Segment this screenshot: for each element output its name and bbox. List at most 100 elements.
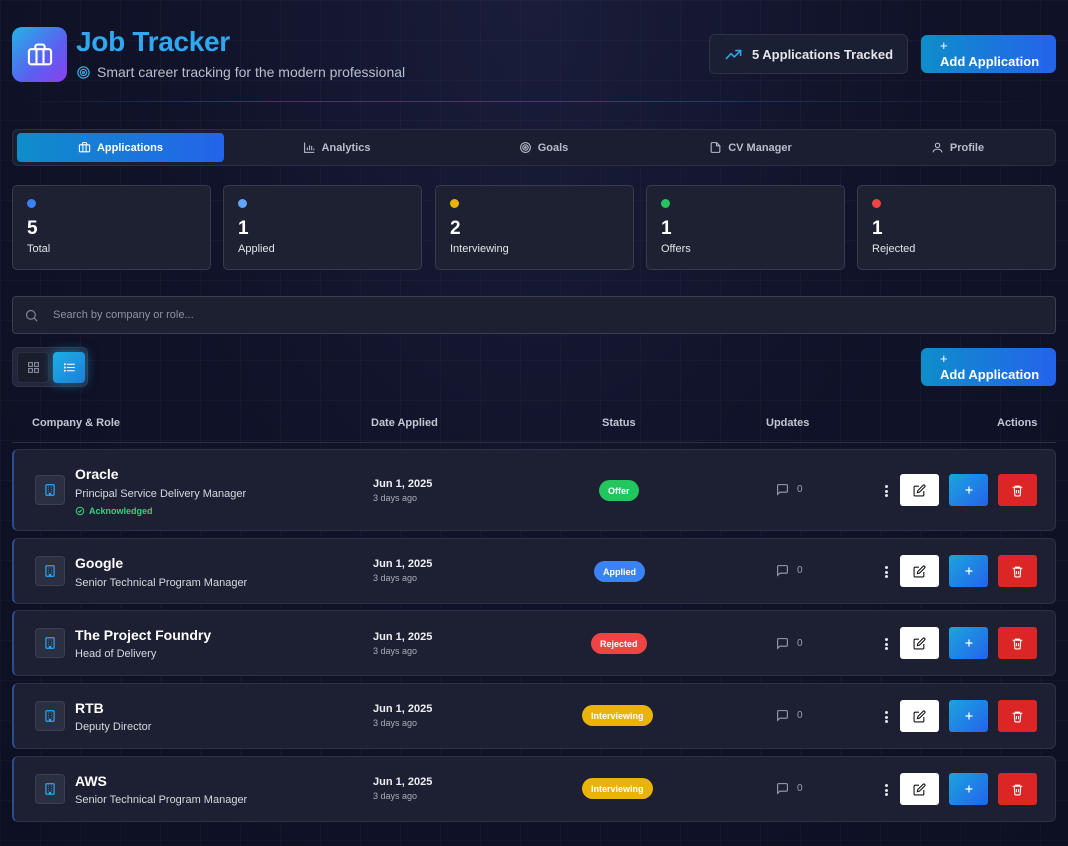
main-tabs: Applications Analytics Goals CV Manager … bbox=[12, 129, 1056, 166]
column-header-date-applied[interactable]: Date Applied bbox=[371, 417, 438, 429]
delete-button[interactable] bbox=[998, 700, 1037, 732]
add-application-label: Add Application bbox=[940, 367, 1040, 382]
status-badge: Interviewing bbox=[582, 778, 653, 799]
search-icon bbox=[25, 309, 38, 322]
updates-value: 0 bbox=[797, 710, 803, 721]
grid-view-button[interactable] bbox=[17, 352, 49, 383]
list-view-button[interactable] bbox=[53, 352, 85, 383]
status-badge: Applied bbox=[594, 561, 645, 582]
comment-icon bbox=[777, 565, 788, 577]
more-options-icon[interactable] bbox=[882, 783, 890, 797]
column-header-updates[interactable]: Updates bbox=[766, 417, 810, 429]
tab-profile[interactable]: Profile bbox=[854, 133, 1061, 162]
date-applied: Jun 1, 2025 bbox=[373, 558, 433, 570]
acknowledged-note: Acknowledged bbox=[75, 506, 153, 516]
edit-icon bbox=[913, 564, 926, 577]
add-application-button-header[interactable]: + Add Application bbox=[921, 35, 1056, 73]
building-icon bbox=[35, 628, 65, 658]
role-title: Head of Delivery bbox=[75, 648, 157, 660]
more-options-icon[interactable] bbox=[882, 637, 890, 651]
tab-goals[interactable]: Goals bbox=[440, 133, 647, 162]
check-circle-icon bbox=[75, 506, 85, 516]
stat-value: 1 bbox=[661, 218, 672, 239]
column-header-company-role[interactable]: Company & Role bbox=[32, 417, 121, 429]
add-update-button[interactable] bbox=[949, 773, 988, 805]
delete-button[interactable] bbox=[998, 627, 1037, 659]
table-row[interactable]: Google Senior Technical Program Manager … bbox=[12, 538, 1056, 604]
table-row[interactable]: Oracle Principal Service Delivery Manage… bbox=[12, 449, 1056, 531]
company-name: AWS bbox=[75, 773, 107, 789]
more-options-icon[interactable] bbox=[882, 710, 890, 724]
stat-card-total: 5 Total bbox=[12, 185, 211, 270]
delete-button[interactable] bbox=[998, 773, 1037, 805]
status-dot bbox=[872, 199, 881, 208]
search-input[interactable] bbox=[53, 309, 1003, 321]
target-icon bbox=[77, 65, 90, 79]
stat-label: Total bbox=[27, 243, 51, 255]
tab-label: CV Manager bbox=[728, 141, 792, 154]
edit-button[interactable] bbox=[900, 474, 939, 506]
table-row[interactable]: The Project Foundry Head of Delivery Jun… bbox=[12, 610, 1056, 676]
tab-label: Profile bbox=[949, 141, 985, 154]
target-icon bbox=[519, 142, 531, 153]
edit-button[interactable] bbox=[900, 627, 939, 659]
add-update-button[interactable] bbox=[949, 627, 988, 659]
add-update-button[interactable] bbox=[949, 474, 988, 506]
tracked-label: 5 Applications Tracked bbox=[751, 46, 894, 62]
updates-count: 0 bbox=[776, 483, 803, 496]
tab-cv-manager[interactable]: CV Manager bbox=[647, 133, 854, 162]
trash-icon bbox=[1012, 485, 1023, 496]
edit-button[interactable] bbox=[900, 555, 939, 587]
stat-value: 1 bbox=[872, 218, 883, 239]
add-update-button[interactable] bbox=[949, 700, 988, 732]
status-badge: Rejected bbox=[591, 633, 647, 654]
trash-icon bbox=[1012, 566, 1023, 577]
edit-button[interactable] bbox=[900, 700, 939, 732]
date-relative: 3 days ago bbox=[373, 646, 418, 656]
grid-icon bbox=[27, 362, 39, 373]
plus-icon bbox=[965, 639, 972, 647]
tab-applications[interactable]: Applications bbox=[17, 133, 224, 162]
delete-button[interactable] bbox=[998, 474, 1037, 506]
building-icon bbox=[35, 556, 65, 586]
status-dot bbox=[238, 199, 247, 208]
status-badge: Interviewing bbox=[582, 705, 653, 726]
stat-card-offers: 1 Offers bbox=[646, 185, 845, 270]
company-name: Oracle bbox=[75, 466, 119, 482]
note-text: Acknowledged bbox=[89, 506, 153, 516]
tab-label: Applications bbox=[96, 141, 163, 154]
tab-analytics[interactable]: Analytics bbox=[233, 133, 440, 162]
status-dot bbox=[450, 199, 459, 208]
document-icon bbox=[710, 142, 721, 153]
edit-button[interactable] bbox=[900, 773, 939, 805]
trash-icon bbox=[1012, 784, 1023, 795]
date-relative: 3 days ago bbox=[373, 573, 418, 583]
more-options-icon[interactable] bbox=[882, 484, 890, 498]
updates-value: 0 bbox=[797, 484, 803, 495]
status-badge: Offer bbox=[599, 480, 639, 501]
trash-icon bbox=[1012, 638, 1023, 649]
date-relative: 3 days ago bbox=[373, 791, 418, 801]
stat-label: Offers bbox=[661, 243, 691, 255]
table-row[interactable]: AWS Senior Technical Program Manager Jun… bbox=[12, 756, 1056, 822]
comment-icon bbox=[777, 638, 788, 650]
delete-button[interactable] bbox=[998, 555, 1037, 587]
stat-label: Rejected bbox=[872, 243, 916, 255]
add-application-button[interactable]: + Add Application bbox=[921, 348, 1056, 386]
tab-label: Goals bbox=[537, 141, 569, 154]
company-name: RTB bbox=[75, 700, 104, 716]
add-application-label: Add Application bbox=[940, 54, 1040, 69]
add-update-button[interactable] bbox=[949, 555, 988, 587]
more-options-icon[interactable] bbox=[882, 565, 890, 579]
table-row[interactable]: RTB Deputy Director Jun 1, 2025 3 days a… bbox=[12, 683, 1056, 749]
status-dot bbox=[27, 199, 36, 208]
updates-count: 0 bbox=[776, 564, 803, 577]
date-applied: Jun 1, 2025 bbox=[373, 478, 433, 490]
view-toggle bbox=[12, 347, 88, 387]
column-header-status[interactable]: Status bbox=[602, 417, 636, 429]
trending-up-icon bbox=[725, 49, 742, 59]
tab-label: Analytics bbox=[321, 141, 371, 154]
user-icon bbox=[932, 142, 943, 153]
edit-icon bbox=[913, 709, 926, 722]
briefcase-logo-icon bbox=[12, 27, 67, 82]
